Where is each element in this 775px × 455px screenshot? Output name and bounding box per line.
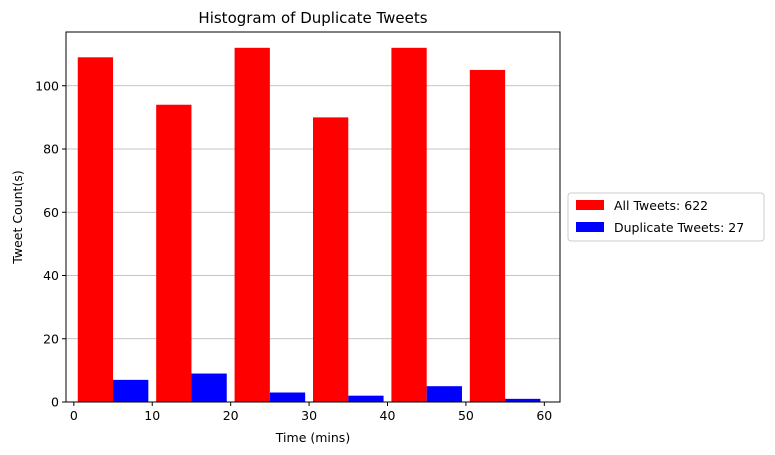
legend-label-all-tweets: All Tweets: 622 [614,198,708,213]
bar-duplicate-tweets-1 [191,373,227,402]
bar-all-tweets-1 [156,104,192,402]
x-tick-label-50: 50 [458,408,474,423]
bar-all-tweets-2 [234,47,270,403]
x-tick-label-30: 30 [301,408,317,423]
bar-all-tweets-4 [391,47,427,403]
bar-all-tweets-0 [77,57,114,403]
y-tick-label-100: 100 [35,78,59,93]
bar-duplicate-tweets-3 [348,395,384,402]
legend-label-duplicate-tweets: Duplicate Tweets: 27 [614,220,744,235]
x-axis-label: Time (mins) [275,430,350,445]
y-tick-label-20: 20 [43,331,59,346]
bar-duplicate-tweets-5 [505,398,541,402]
legend-box [567,192,765,242]
bars [77,47,541,403]
y-axis-ticks: 0 20 40 60 80 100 [35,78,66,410]
bar-duplicate-tweets-4 [426,386,462,402]
plot-frame [65,31,561,403]
x-tick-label-40: 40 [380,408,396,423]
y-tick-label-80: 80 [43,142,59,157]
y-tick-label-0: 0 [51,395,59,410]
x-tick-label-10: 10 [144,408,160,423]
legend: All Tweets: 622 Duplicate Tweets: 27 [567,192,765,242]
bar-duplicate-tweets-2 [269,392,306,402]
y-tick-label-60: 60 [43,205,59,220]
x-tick-label-0: 0 [70,408,78,423]
x-tick-label-60: 60 [536,408,552,423]
legend-swatch-all-tweets [576,200,604,210]
x-axis-ticks: 0 10 20 30 40 50 60 [70,402,552,423]
x-tick-label-20: 20 [223,408,239,423]
bar-all-tweets-5 [469,69,506,402]
legend-swatch-duplicate-tweets [576,222,604,232]
bar-duplicate-tweets-0 [113,379,149,402]
y-axis-label: Tweet Count(s) [10,170,25,264]
bar-all-tweets-3 [313,117,349,402]
chart-title: Histogram of Duplicate Tweets [198,9,427,27]
y-tick-label-40: 40 [43,268,59,283]
